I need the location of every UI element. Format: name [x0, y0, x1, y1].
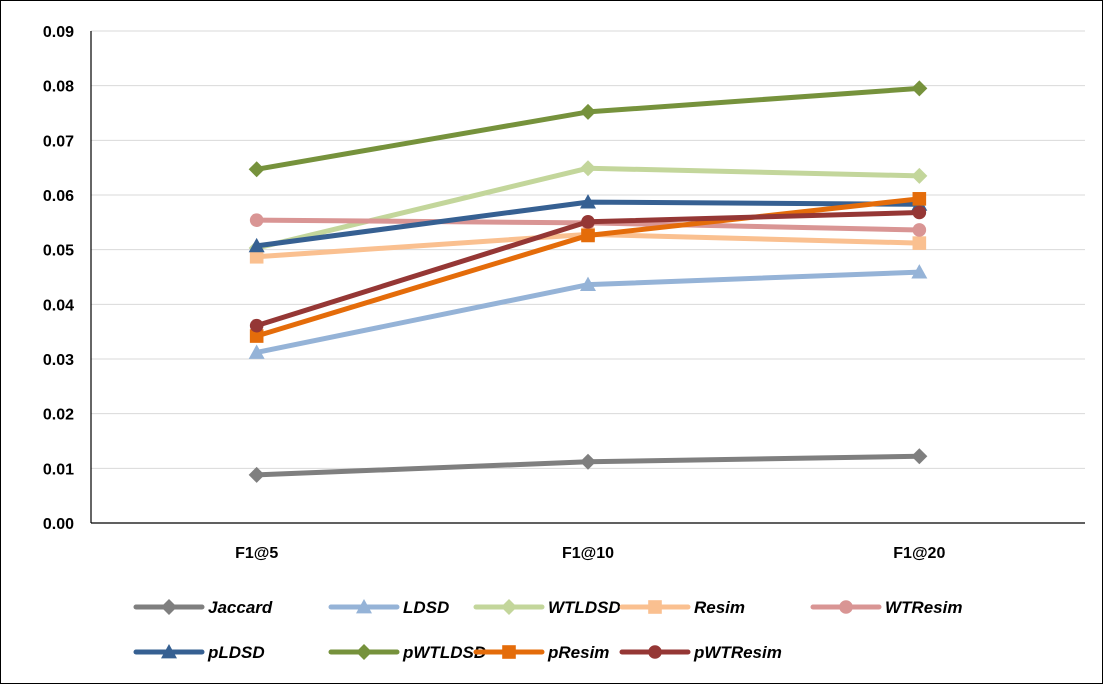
- y-tick-label: 0.00: [43, 516, 74, 533]
- legend-item-ldsd: LDSD: [328, 598, 449, 617]
- data-point-wtldsd: [580, 160, 596, 177]
- legend-label: LDSD: [403, 598, 449, 617]
- legend-item-jaccard: Jaccard: [133, 598, 273, 617]
- data-point-pwtldsd: [248, 161, 265, 178]
- legend-label: pWTLDSD: [402, 643, 486, 662]
- data-point-ldsd: [911, 264, 928, 279]
- data-point-pwtresim: [912, 205, 927, 220]
- y-tick-label: 0.05: [43, 243, 74, 260]
- series-lines: [248, 80, 928, 483]
- data-point-jaccard: [911, 448, 928, 465]
- legend-item-presim: pResim: [473, 643, 609, 662]
- series-line-pwtldsd: [254, 85, 922, 172]
- series-jaccard: [248, 448, 928, 483]
- axes: [90, 31, 1085, 524]
- y-tick-label: 0.04: [43, 297, 74, 314]
- data-point-pldsd: [248, 237, 265, 253]
- data-point-presim: [249, 329, 264, 343]
- legend-marker: [161, 599, 177, 615]
- legend: Jaccard LDSD WTLDSD Resim WTResim pLDSD pWTLDS…: [133, 598, 962, 662]
- legend-item-wtresim: WTResim: [810, 598, 962, 617]
- legend-label: Jaccard: [208, 598, 273, 617]
- y-tick-label: 0.09: [43, 24, 74, 41]
- series-ldsd: [248, 264, 928, 359]
- legend-marker: [839, 600, 853, 614]
- series-pwtldsd: [248, 80, 928, 178]
- data-point-jaccard: [248, 466, 265, 483]
- legend-item-pldsd: pLDSD: [133, 643, 265, 662]
- y-tick-label: 0.08: [43, 79, 74, 96]
- data-point-pwtresim: [249, 318, 264, 333]
- data-point-presim: [912, 192, 927, 206]
- legend-item-pwtresim: pWTResim: [619, 643, 782, 662]
- data-point-presim: [581, 228, 595, 243]
- legend-marker: [356, 644, 372, 660]
- gridlines: [91, 30, 1085, 469]
- data-point-pwtldsd: [911, 80, 928, 97]
- legend-label: pWTResim: [693, 643, 782, 662]
- legend-item-pwtldsd: pWTLDSD: [328, 643, 486, 662]
- legend-label: WTLDSD: [548, 598, 621, 617]
- legend-label: Resim: [694, 598, 745, 617]
- y-tick-label: 0.01: [43, 461, 74, 478]
- x-tick-label: F1@20: [893, 545, 945, 562]
- legend-item-resim: Resim: [619, 598, 745, 617]
- y-tick-label: 0.03: [43, 352, 74, 369]
- y-axis-tick-labels: 0.00 0.01 0.02 0.03 0.04 0.05 0.06 0.07 0.08 0.09: [43, 24, 74, 533]
- data-point-pwtresim: [581, 214, 595, 229]
- legend-marker: [161, 644, 177, 659]
- y-tick-label: 0.02: [43, 407, 74, 424]
- legend-label: pResim: [547, 643, 609, 662]
- series-pwtresim: [249, 205, 927, 333]
- legend-label: pLDSD: [207, 643, 265, 662]
- x-tick-label: F1@10: [562, 545, 614, 562]
- legend-marker: [501, 599, 517, 615]
- y-tick-label: 0.07: [43, 133, 74, 150]
- data-point-wtldsd: [911, 167, 928, 184]
- legend-marker: [502, 645, 516, 659]
- data-point-ldsd: [248, 344, 265, 359]
- legend-marker: [648, 645, 662, 659]
- data-point-ldsd: [580, 276, 596, 292]
- legend-label: WTResim: [885, 598, 962, 617]
- data-point-wtresim: [912, 223, 927, 237]
- data-point-resim: [912, 236, 927, 250]
- legend-marker: [356, 599, 372, 614]
- x-tick-label: F1@5: [235, 545, 278, 562]
- y-tick-label: 0.06: [43, 188, 74, 205]
- data-point-resim: [249, 249, 264, 264]
- x-axis-tick-labels: F1@5 F1@10 F1@20: [235, 545, 945, 562]
- data-point-pwtldsd: [580, 103, 596, 120]
- series-presim: [249, 192, 927, 343]
- data-point-wtresim: [249, 213, 264, 227]
- legend-item-wtldsd: WTLDSD: [473, 598, 621, 617]
- data-point-pldsd: [580, 194, 596, 209]
- legend-marker: [648, 600, 662, 614]
- data-point-jaccard: [580, 453, 596, 470]
